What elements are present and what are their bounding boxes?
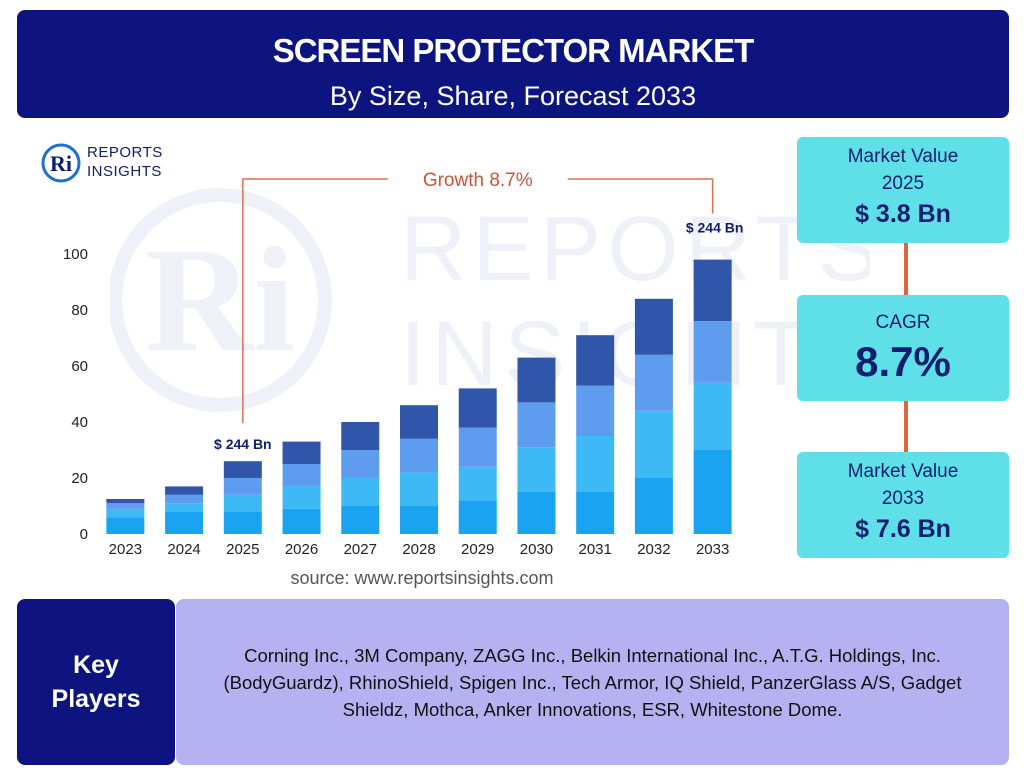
x-tick-label: 2028: [402, 541, 435, 558]
bar-segment: [517, 357, 556, 403]
bar-segment: [341, 478, 380, 506]
bar-segment: [400, 472, 438, 506]
start-value-label: $ 244 Bn: [214, 436, 272, 452]
bar-segment: [693, 382, 732, 450]
bar-segment: [693, 321, 732, 383]
bar-segment: [223, 511, 262, 534]
bar-segment: [400, 405, 438, 439]
header-banner: SCREEN PROTECTOR MARKET By Size, Share, …: [17, 10, 1009, 118]
bar-segment: [458, 466, 497, 501]
x-axis: 2023 2024 2025 2026 2027 2028 2029 2030 2031 2032…: [109, 541, 730, 558]
card-label: Market Value: [847, 461, 959, 482]
x-tick-label: 2024: [167, 541, 200, 558]
card-value: $ 7.6 Bn: [855, 515, 951, 543]
end-value-label: $ 244 Bn: [686, 220, 744, 236]
bar-segment: [693, 259, 732, 322]
page-title: SCREEN PROTECTOR MARKET: [272, 32, 755, 69]
card-connector-bottom: [904, 401, 908, 452]
y-axis: 0 20 40 60 80 100: [63, 246, 88, 543]
key-players-list: Corning Inc., 3M Company, ZAGG Inc., Bel…: [176, 599, 1009, 765]
card-label: CAGR: [875, 312, 931, 333]
bar-segment: [106, 503, 145, 509]
key-players-heading-line1: Key: [73, 651, 119, 679]
key-players-heading: Key Players: [17, 599, 175, 765]
y-tick-label: 100: [63, 246, 88, 263]
card-value: $ 3.8 Bn: [855, 200, 951, 228]
bar-segment: [165, 511, 204, 534]
source-note: source: www.reportsinsights.com: [290, 568, 554, 588]
card-year: 2033: [881, 488, 925, 509]
x-tick-label: 2031: [578, 541, 611, 558]
bar-segment: [223, 461, 262, 478]
card-connector-top: [904, 243, 908, 295]
cagr-card: CAGR 8.7%: [797, 295, 1009, 401]
card-label: Market Value: [847, 146, 959, 167]
brand-logo: Ri REPORTS INSIGHTS: [40, 142, 190, 184]
market-value-2025-card: Market Value 2025 $ 3.8 Bn: [797, 137, 1009, 243]
bar-segment: [458, 427, 497, 467]
key-players-text: Corning Inc., 3M Company, ZAGG Inc., Bel…: [223, 644, 962, 720]
bar-segment: [576, 436, 615, 492]
growth-label: Growth 8.7%: [423, 170, 533, 191]
bar-segment: [400, 506, 438, 534]
card-year: 2025: [881, 173, 925, 194]
bar-segment: [576, 492, 615, 534]
bar-segment: [106, 508, 145, 518]
y-tick-label: 60: [71, 358, 88, 375]
bar-segment: [341, 422, 380, 450]
bar-segment: [223, 478, 262, 495]
bar-segment: [576, 385, 615, 436]
bar-segment: [517, 447, 556, 492]
bar-segment: [634, 354, 673, 411]
bar-segment: [517, 402, 556, 448]
bar-segment: [517, 492, 556, 534]
y-tick-label: 0: [80, 526, 88, 543]
bar-segment: [458, 388, 497, 428]
x-tick-label: 2023: [109, 541, 142, 558]
bar-segment: [634, 298, 673, 355]
x-tick-label: 2026: [285, 541, 318, 558]
bar-segment: [341, 506, 380, 534]
bars: [106, 259, 732, 534]
market-value-2033-card: Market Value 2033 $ 7.6 Bn: [797, 452, 1009, 558]
logo-icon: Ri: [41, 143, 81, 183]
bar-segment: [282, 441, 321, 464]
bar-segment: [341, 450, 380, 478]
logo-line2: INSIGHTS: [87, 163, 162, 180]
bar-segment: [282, 508, 321, 534]
growth-annotation: Growth 8.7% $ 244 Bn $ 244 Bn: [214, 167, 743, 452]
bar-segment: [634, 478, 673, 534]
x-tick-label: 2030: [520, 541, 553, 558]
growth-label-bg: [387, 167, 568, 191]
bar-segment: [165, 503, 204, 512]
bar-segment: [165, 486, 204, 495]
y-tick-label: 20: [71, 470, 88, 487]
x-tick-label: 2032: [637, 541, 670, 558]
x-tick-label: 2027: [344, 541, 377, 558]
y-tick-label: 40: [71, 414, 88, 431]
bar-segment: [106, 517, 145, 534]
page-subtitle: By Size, Share, Forecast 2033: [329, 81, 697, 111]
card-value: 8.7%: [855, 338, 951, 385]
bar-segment: [165, 494, 204, 504]
y-tick-label: 80: [71, 302, 88, 319]
logo-mark: Ri: [50, 151, 72, 176]
key-players-heading-line2: Players: [51, 685, 141, 713]
bar-segment: [634, 410, 673, 478]
bar-segment: [282, 486, 321, 509]
bar-segment: [458, 500, 497, 534]
bar-segment: [576, 335, 615, 386]
x-tick-label: 2025: [226, 541, 259, 558]
x-tick-label: 2029: [461, 541, 494, 558]
logo-line1: REPORTS: [87, 144, 163, 161]
bar-segment: [282, 464, 321, 487]
bar-segment: [106, 499, 145, 504]
bar-segment: [223, 494, 262, 512]
bar-segment: [400, 438, 438, 473]
x-tick-label: 2033: [696, 541, 729, 558]
bar-segment: [693, 450, 732, 534]
